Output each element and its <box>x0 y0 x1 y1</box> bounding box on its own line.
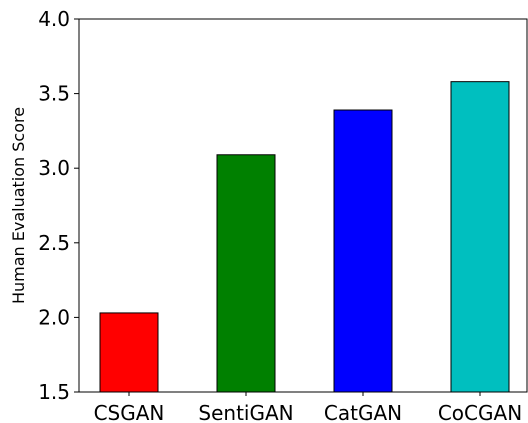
y-tick-label: 4.0 <box>38 7 70 31</box>
y-axis-ticks: 1.5 2.0 2.5 3.0 3.5 4.0 <box>38 7 79 404</box>
y-tick-label: 3.5 <box>38 82 70 106</box>
x-tick-label: SentiGAN <box>198 401 293 423</box>
x-tick-label: CatGAN <box>324 401 402 423</box>
bar-cocgan <box>450 81 510 393</box>
bar-csgan <box>99 312 159 393</box>
y-tick-label: 2.5 <box>38 231 70 255</box>
x-axis-ticks: CSGAN SentiGAN CatGAN CoCGAN <box>94 392 522 423</box>
x-tick-label: CSGAN <box>94 401 165 423</box>
x-tick-label: CoCGAN <box>438 401 522 423</box>
plot-frame <box>78 18 528 393</box>
y-axis-label: Human Evaluation Score <box>9 107 28 304</box>
y-tick-label: 3.0 <box>38 156 70 180</box>
bar-sentigan <box>216 154 276 393</box>
bar-catgan <box>333 109 393 393</box>
y-tick-label: 2.0 <box>38 305 70 329</box>
y-tick-label: 1.5 <box>38 380 70 404</box>
bars-group <box>99 81 510 393</box>
